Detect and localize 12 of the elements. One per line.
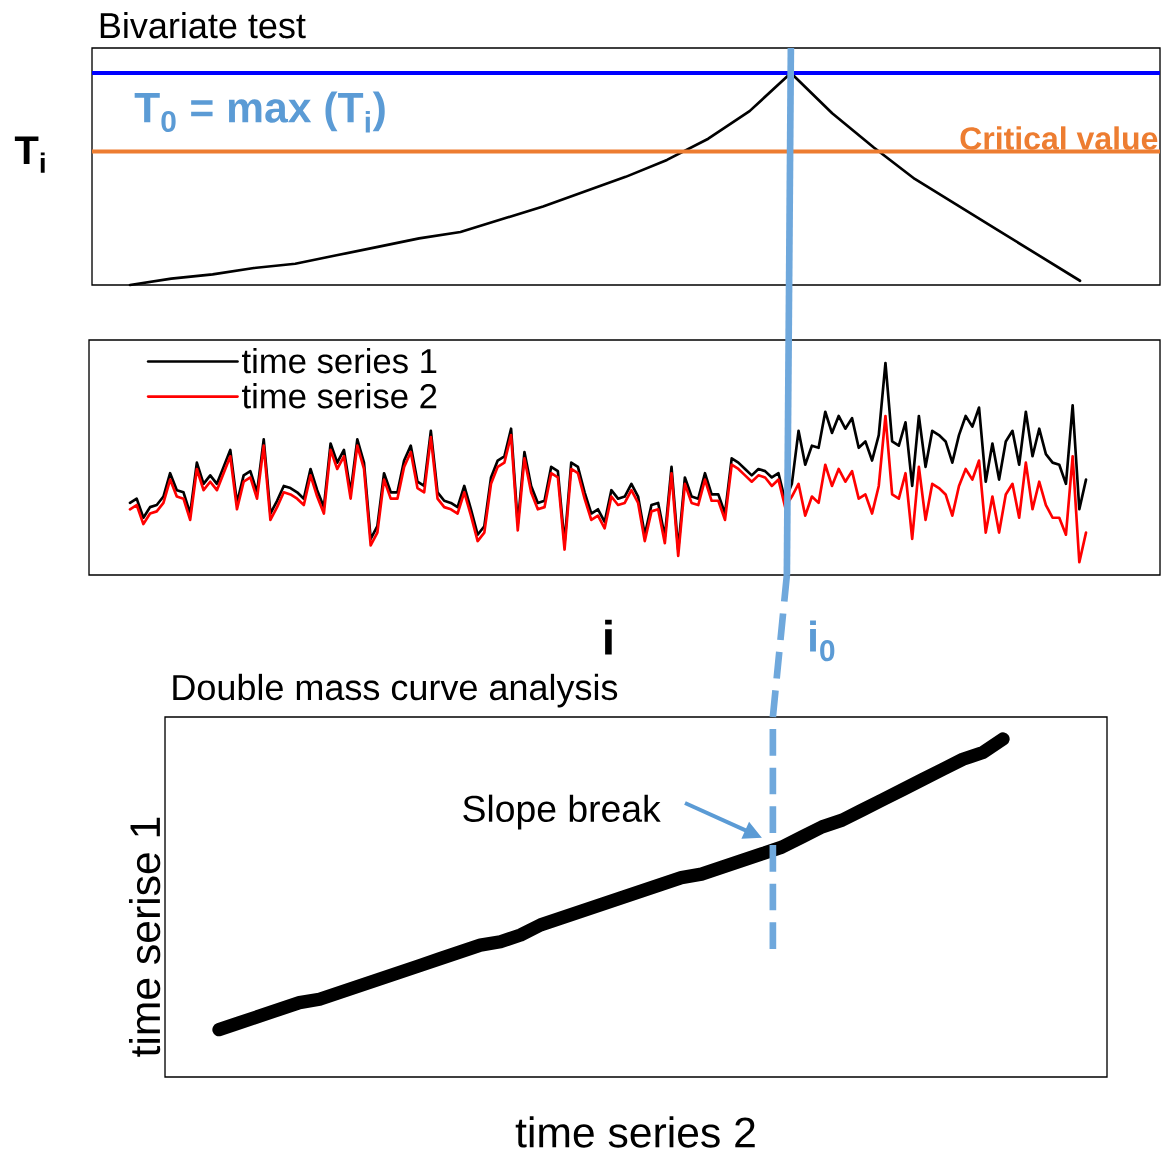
text: i$_{0}$ <box>810 620 835 662</box>
text: T$_{i}$ <box>14 136 45 173</box>
annotation: T$_{0}$ = max (T$_{i}$) <box>134 91 385 133</box>
legend-label: time serise 2 <box>242 383 437 409</box>
legend-label: time series 1 <box>242 347 437 374</box>
x-axis-title: i <box>605 619 612 655</box>
x-axis-title: time series 2 <box>515 1116 755 1148</box>
annotation: Slope break <box>463 794 661 830</box>
ref-line-label: Critical value <box>960 126 1158 150</box>
y-axis-title: time serise 1 <box>128 817 161 1057</box>
chart-title: Double mass curve analysis <box>173 673 618 708</box>
chart-title: Bivariate test <box>100 11 306 39</box>
